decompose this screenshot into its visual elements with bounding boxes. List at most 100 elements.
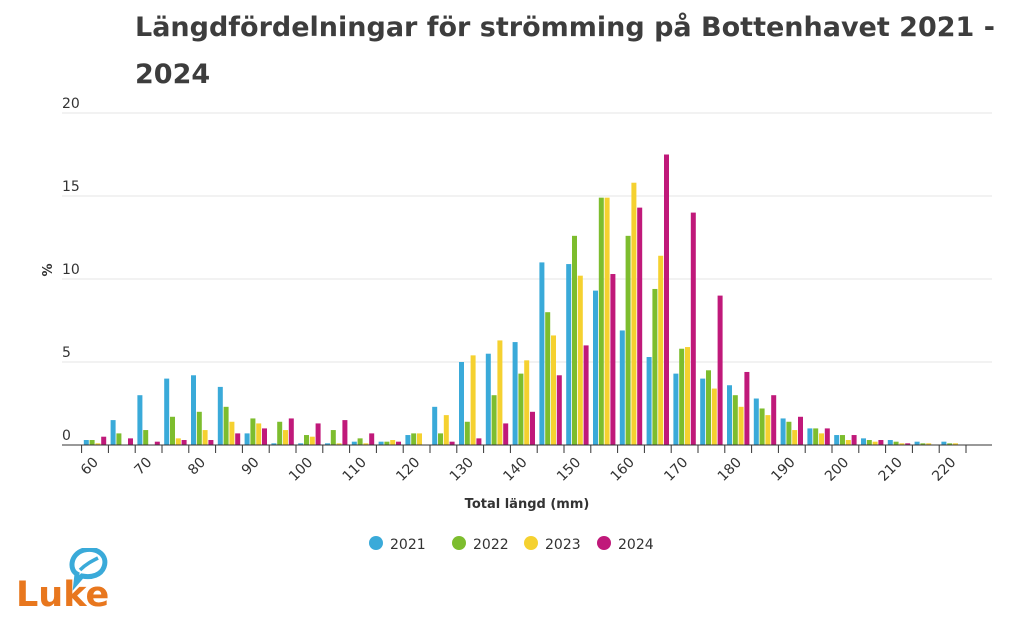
bar-2023-200	[845, 440, 851, 445]
bar-2024-80	[208, 440, 214, 445]
bar-2024-125	[449, 441, 455, 445]
bar-2022-165	[652, 288, 658, 445]
bar-2022-95	[277, 421, 283, 445]
x-tick-label: 120	[393, 455, 423, 485]
x-tick-label: 80	[185, 455, 209, 479]
bar-2022-150	[572, 235, 577, 445]
bar-2023-85	[229, 421, 235, 445]
x-tick-label: 150	[554, 455, 584, 485]
bar-2022-175	[706, 370, 711, 445]
bar-2022-210	[893, 441, 899, 445]
x-tick-label: 90	[239, 455, 263, 479]
bar-2023-80	[202, 430, 208, 445]
bar-2024-200	[851, 435, 857, 445]
bar-2024-190	[798, 416, 803, 445]
bar-2021-215	[914, 441, 920, 445]
bar-2021-130	[459, 362, 464, 445]
bar-2023-75	[175, 438, 181, 445]
bar-2022-185	[759, 408, 765, 445]
bar-2021-120	[405, 435, 411, 445]
legend-label-2024: 2024	[618, 537, 654, 553]
bar-2021-95	[271, 443, 277, 445]
bar-2024-115	[396, 441, 401, 445]
bar-2021-115	[378, 441, 384, 445]
y-tick-label: 20	[62, 96, 80, 112]
bar-2021-125	[432, 406, 438, 445]
bar-2022-130	[464, 421, 470, 445]
bar-2022-75	[170, 416, 175, 445]
bar-2022-125	[438, 433, 443, 445]
x-tick-label: 100	[286, 455, 316, 485]
bar-2021-100	[298, 443, 304, 445]
x-tick-label: 110	[340, 455, 370, 485]
bar-2023-125	[443, 415, 449, 445]
leaf-vein-icon	[78, 556, 99, 572]
bar-2021-70	[137, 395, 143, 445]
bar-2022-65	[116, 433, 122, 445]
bar-2022-155	[598, 197, 604, 445]
bar-2024-95	[288, 418, 294, 445]
x-tick-label: 210	[876, 455, 906, 485]
bar-2021-210	[887, 440, 893, 445]
legend-marker-2024	[597, 536, 611, 550]
bar-2024-180	[744, 371, 750, 445]
bar-2024-185	[771, 395, 777, 445]
bar-2024-100	[315, 423, 321, 445]
bar-2023-220	[953, 443, 958, 445]
bar-2022-80	[196, 411, 202, 445]
bar-2022-90	[250, 418, 256, 445]
chart-title: Längdfördelningar för strömming på Botte…	[135, 12, 995, 90]
bar-2021-170	[673, 373, 679, 445]
bar-2024-195	[824, 428, 830, 445]
x-axis-ticks: 60 70 80 90 100 110 120 130 140 150 160 170 180 190 20…	[78, 445, 967, 485]
bar-2021-155	[593, 290, 598, 445]
x-tick-label: 160	[608, 455, 638, 485]
bar-2022-140	[518, 373, 524, 445]
bar-2021-175	[700, 378, 706, 445]
bar-2024-150	[583, 345, 589, 445]
bar-2024-135	[503, 423, 509, 445]
bar-2023-205	[872, 441, 878, 445]
bar-2022-115	[384, 441, 390, 445]
luke-logo: Luke	[16, 548, 109, 612]
bar-2023-95	[283, 430, 288, 445]
bar-2021-200	[834, 435, 840, 445]
logo-wordmark: Luke	[16, 575, 109, 612]
bar-2022-110	[357, 438, 363, 445]
bar-2023-90	[256, 423, 262, 445]
bar-2022-70	[143, 430, 149, 445]
bar-2021-165	[646, 357, 652, 445]
bar-2022-195	[813, 428, 819, 445]
bar-2023-170	[685, 347, 690, 445]
x-tick-label: 200	[822, 455, 852, 485]
legend-marker-2021	[369, 536, 383, 550]
bar-2023-180	[738, 406, 744, 445]
bar-2023-160	[631, 182, 637, 445]
bar-2024-65	[128, 438, 133, 445]
bar-2021-180	[727, 385, 732, 445]
legend-label-2023: 2023	[545, 537, 581, 553]
bar-2023-140	[524, 360, 530, 445]
legend-label-2021: 2021	[390, 537, 426, 553]
bar-2023-120	[417, 433, 422, 445]
bar-2023-105	[336, 443, 342, 445]
bar-2022-145	[545, 312, 551, 445]
bar-2024-205	[878, 440, 884, 445]
x-tick-label: 190	[768, 455, 798, 485]
bar-2021-60	[83, 440, 89, 445]
bar-2023-60	[95, 443, 101, 445]
x-tick-label: 170	[661, 455, 691, 485]
bar-2024-165	[664, 154, 669, 445]
bar-2023-165	[658, 255, 664, 445]
bar-2021-135	[485, 353, 491, 445]
bar-2023-185	[765, 415, 771, 445]
bar-2024-160	[637, 207, 643, 445]
bar-2022-135	[491, 395, 497, 445]
bar-2024-90	[262, 428, 267, 445]
bar-2021-150	[566, 264, 572, 445]
bar-2021-190	[780, 418, 786, 445]
bar-2023-115	[390, 440, 396, 445]
x-tick-label: 60	[78, 455, 102, 479]
bar-2022-85	[223, 406, 229, 445]
bar-2022-120	[411, 433, 417, 445]
